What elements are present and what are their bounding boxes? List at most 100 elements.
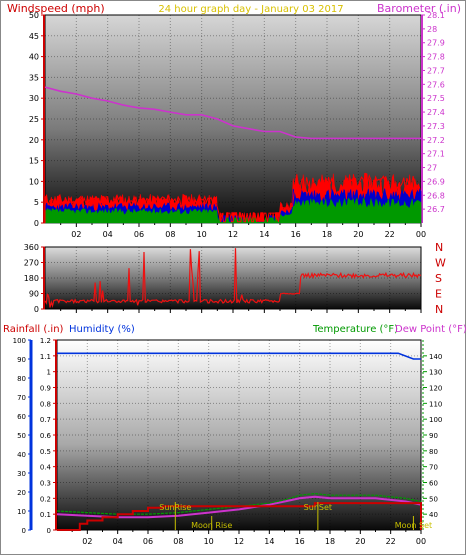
temperature-tick-label: 140: [429, 353, 442, 361]
climate-panel-axes: 02 04 06 08 10 12 14 16 18 20 22 0000.10.20.30.40.5…: [13, 337, 443, 546]
y-tick-label: 0: [34, 305, 39, 314]
rainfall-line: [57, 502, 422, 531]
wind-panel-axes: 02 04 06 08 10 12 14 16 18 20 22 000510152025303540…: [29, 11, 445, 239]
x-tick-label: 16: [291, 230, 301, 239]
direction-panel-grid: [45, 247, 422, 309]
rain-tick-label: 0: [47, 527, 51, 535]
y-tick-label: 5: [34, 198, 39, 207]
humidity-tick-label: 0: [22, 527, 26, 535]
temperature-tick-label: 90: [429, 432, 438, 440]
x-tick-label: 06: [134, 230, 144, 239]
x-tick-label: 00: [416, 537, 426, 546]
temperature-tick-label: 40: [429, 511, 438, 519]
y2-tick-label: 27.3: [427, 122, 445, 131]
humidity-tick-label: 10: [17, 508, 26, 516]
x-tick-label: 18: [322, 230, 332, 239]
x-tick-label: 14: [259, 230, 269, 239]
y-tick-label: 90: [29, 290, 39, 299]
temperature-tick-label: 50: [429, 495, 438, 503]
compass-label: N: [435, 241, 443, 254]
x-tick-label: 20: [355, 537, 365, 546]
y-tick-label: 40: [29, 53, 39, 62]
temperature-tick-label: 80: [429, 448, 438, 456]
humidity-tick-label: 50: [17, 432, 26, 440]
x-tick-label: 12: [234, 537, 244, 546]
temperature-label: Temperature (°F): [312, 324, 398, 335]
y-tick-label: 15: [29, 157, 39, 166]
direction-panel: [44, 246, 422, 310]
x-tick-label: 02: [71, 230, 81, 239]
y-tick-label: 0: [34, 219, 39, 228]
annotation-label: Moon Rise: [191, 521, 232, 530]
annotation-label: SunSet: [304, 503, 332, 512]
y2-tick-label: 27.4: [427, 108, 445, 117]
rain-tick-label: 0.8: [40, 400, 51, 408]
dewpoint-line: [56, 495, 422, 519]
y2-tick-label: 27.6: [427, 80, 445, 89]
x-tick-label: 12: [228, 230, 238, 239]
y-tick-label: 360: [24, 243, 39, 252]
y2-tick-label: 27.5: [427, 94, 445, 103]
rain-tick-label: 0.9: [40, 385, 51, 393]
humidity-tick-label: 30: [17, 470, 26, 478]
x-tick-label: 10: [204, 537, 214, 546]
direction-panel-axes: 0 N 90 E 180 S 270 W 360 N: [24, 241, 446, 316]
temperature-line: [56, 492, 422, 515]
y-tick-label: 50: [29, 11, 39, 20]
x-tick-label: 20: [353, 230, 363, 239]
annotation-label: SunRise: [159, 503, 191, 512]
rain-tick-label: 0.6: [40, 432, 52, 440]
x-tick-label: 08: [173, 537, 183, 546]
humidity-label: Humidity (%): [69, 324, 135, 335]
y2-tick-label: 28: [427, 25, 437, 34]
wind-panel-series: [44, 86, 422, 224]
humidity-tick-label: 80: [17, 375, 26, 383]
rain-tick-label: 0.2: [40, 495, 51, 503]
rain-tick-label: 0.3: [40, 480, 51, 488]
barometer-label: Barometer (.in): [377, 2, 461, 15]
humidity-tick-label: 90: [17, 356, 26, 364]
temperature-tick-label: 120: [429, 385, 442, 393]
x-tick-label: 08: [165, 230, 175, 239]
humidity-line: [57, 352, 421, 360]
x-tick-label: 04: [103, 230, 113, 239]
wind-direction-line: [44, 248, 422, 308]
y2-tick-label: 27.9: [427, 39, 445, 48]
rain-tick-label: 0.7: [40, 416, 51, 424]
x-tick-label: 14: [264, 537, 274, 546]
compass-label: N: [435, 303, 443, 316]
x-tick-label: 18: [325, 537, 335, 546]
humidity-tick-label: 40: [17, 451, 26, 459]
x-tick-label: 06: [143, 537, 153, 546]
y2-tick-label: 27.2: [427, 136, 445, 145]
climate-panel-series: SunRise SunSet Moon Rise Moon Set: [56, 352, 432, 531]
dewpoint-label: Dew Point (°F): [395, 324, 466, 335]
y2-tick-label: 27.1: [427, 150, 445, 159]
y-tick-label: 20: [29, 136, 39, 145]
humidity-tick-label: 100: [13, 337, 26, 345]
humidity-tick-label: 70: [17, 394, 26, 402]
rain-tick-label: 1.2: [40, 337, 51, 345]
temperature-tick-label: 100: [429, 416, 442, 424]
y2-tick-label: 28.1: [427, 11, 445, 20]
x-tick-label: 02: [82, 537, 92, 546]
direction-panel-series: [44, 248, 422, 308]
temperature-tick-label: 60: [429, 480, 438, 488]
temperature-tick-label: 110: [429, 400, 442, 408]
y2-tick-label: 26.8: [427, 191, 445, 200]
climate-panel-grid: [57, 340, 422, 530]
y2-tick-label: 27.7: [427, 66, 445, 75]
wind-gust-line: [44, 174, 420, 223]
y2-tick-label: 26.7: [427, 205, 445, 214]
annotation-label: Moon Set: [395, 521, 432, 530]
y-tick-label: 30: [29, 94, 39, 103]
rain-tick-label: 1: [47, 369, 51, 377]
rainfall-label: Rainfall (.in): [3, 324, 64, 335]
y2-tick-label: 27.8: [427, 53, 445, 62]
x-tick-label: 10: [197, 230, 207, 239]
compass-label: S: [435, 272, 442, 285]
y-tick-label: 270: [24, 259, 39, 268]
x-tick-label: 22: [386, 537, 396, 546]
